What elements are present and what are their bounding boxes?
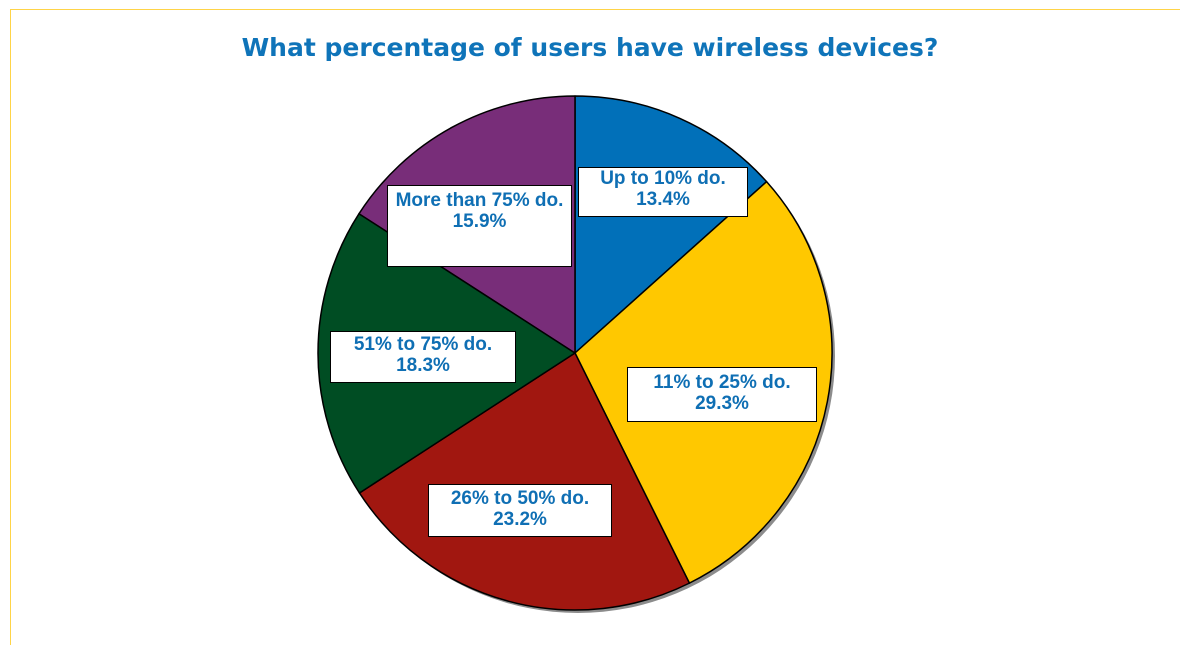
frame-left-border — [10, 9, 11, 645]
slice-label-value: 29.3% — [695, 393, 749, 414]
slice-label-value: 13.4% — [636, 189, 690, 210]
slice-label-value: 23.2% — [493, 509, 547, 530]
slice-label-text: More than 75% do. — [395, 190, 564, 211]
slice-label-11-to-25: 11% to 25% do. 29.3% — [627, 367, 817, 422]
slice-label-text: Up to 10% do. — [600, 168, 726, 189]
slice-label-26-to-50: 26% to 50% do. 23.2% — [428, 484, 612, 537]
frame-top-border — [10, 9, 1180, 10]
slice-label-text: 11% to 25% do. — [653, 372, 791, 393]
slice-label-value: 15.9% — [452, 211, 507, 232]
slice-label-text: 51% to 75% do. — [353, 334, 493, 355]
slice-label-51-to-75: 51% to 75% do. 18.3% — [330, 331, 516, 383]
slice-label-value: 18.3% — [396, 355, 450, 376]
slice-label-up-to-10: Up to 10% do. 13.4% — [578, 167, 748, 217]
pie-slice-2 — [358, 352, 691, 611]
chart-title: What percentage of users have wireless d… — [241, 33, 939, 62]
slice-label-more-than-75: More than 75% do. 15.9% — [387, 185, 572, 267]
pie-slice-0 — [574, 95, 768, 354]
slice-label-text: 26% to 50% do. — [450, 488, 590, 509]
